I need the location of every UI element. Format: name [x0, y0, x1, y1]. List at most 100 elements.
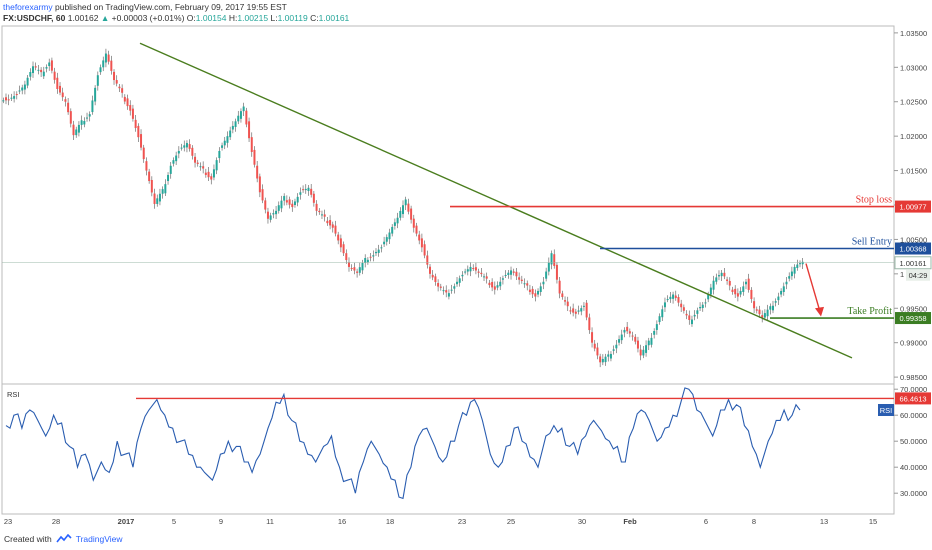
candle-body: [88, 114, 91, 117]
candle-body: [115, 80, 118, 84]
rsi-pane-title: RSI: [7, 390, 20, 399]
candle-body: [61, 92, 64, 98]
last-price-badge-label: 1.00161: [899, 259, 926, 268]
candle-body: [145, 161, 148, 171]
candle-body: [418, 234, 421, 241]
candle-body: [242, 106, 245, 112]
candle-body: [601, 358, 604, 363]
candle-body: [561, 293, 564, 298]
candle-body: [318, 210, 321, 213]
candle-body: [67, 102, 70, 113]
candle-body: [29, 72, 32, 77]
level-name: Sell Entry: [852, 237, 892, 248]
tradingview-link[interactable]: TradingView: [75, 534, 123, 544]
candle-body: [172, 160, 175, 164]
candle-body: [426, 255, 429, 265]
candle-body: [782, 286, 785, 292]
candle-body: [134, 119, 137, 129]
candle-body: [655, 324, 658, 330]
tradingview-logo-icon: [56, 534, 72, 543]
candle-body: [736, 293, 739, 297]
candle-body: [620, 334, 623, 341]
candle-body: [582, 305, 585, 307]
candle-body: [161, 189, 164, 194]
candle-body: [628, 331, 631, 334]
candle-body: [766, 309, 769, 317]
level-price-label: 1.00368: [899, 245, 926, 254]
candle-body: [358, 267, 361, 273]
candle-body: [442, 290, 445, 292]
candle-body: [771, 305, 774, 311]
candle-body: [164, 184, 167, 194]
candle-body: [320, 214, 323, 216]
candle-body: [402, 205, 404, 215]
countdown-label: 04:29: [909, 271, 928, 280]
candle-body: [374, 251, 377, 254]
candle-body: [210, 176, 213, 180]
candle-body: [623, 329, 626, 333]
time-tick-label: 30: [578, 517, 586, 526]
time-tick-label: 15: [869, 517, 877, 526]
candle-body: [53, 71, 56, 80]
change-value: +0.00003 (+0.01%): [111, 13, 185, 23]
close-label: C:: [310, 13, 319, 23]
candle-body: [591, 332, 594, 343]
candle-body: [231, 125, 234, 130]
symbol-label[interactable]: FX:USDCHF, 60: [3, 13, 66, 23]
candle-body: [199, 166, 202, 168]
candle-body: [731, 289, 734, 292]
candle-body: [399, 210, 402, 218]
candle-body: [75, 129, 78, 136]
candle-body: [269, 215, 272, 220]
candle-body: [121, 88, 124, 93]
low-label: L:: [270, 13, 278, 23]
candle-body: [642, 349, 645, 356]
candle-body: [7, 99, 10, 101]
candle-body: [604, 356, 607, 363]
candle-body: [672, 294, 675, 299]
candle-body: [615, 344, 618, 349]
author-link[interactable]: theforexarmy: [3, 2, 53, 12]
candle-body: [239, 111, 242, 119]
candle-body: [345, 253, 348, 261]
candle-body: [569, 310, 572, 312]
candle-body: [356, 271, 359, 273]
candle-body: [153, 193, 156, 204]
candle-body: [13, 96, 16, 99]
candle-body: [96, 75, 99, 86]
price-pane[interactable]: [1, 25, 895, 385]
candle-body: [304, 188, 307, 191]
candle-body: [510, 270, 513, 275]
countdown-badge: [906, 269, 930, 281]
candle-body: [188, 144, 191, 149]
candle-body: [793, 266, 796, 274]
candle-body: [266, 211, 269, 219]
rsi-pane[interactable]: [1, 383, 895, 515]
candle-body: [696, 310, 699, 314]
candle-body: [140, 134, 143, 148]
time-tick-label: 2017: [118, 517, 135, 526]
time-tick-label: 8: [752, 517, 756, 526]
candle-body: [761, 315, 764, 318]
candle-body: [72, 124, 75, 136]
candle-body: [104, 53, 107, 63]
last-price: 1.00162: [67, 13, 99, 23]
candle-body: [129, 105, 132, 111]
candle-body: [483, 276, 486, 278]
candle-body: [596, 347, 599, 356]
candle-body: [385, 237, 388, 242]
level-name: Stop loss: [856, 195, 893, 206]
candle-body: [542, 281, 545, 285]
candle-body: [758, 309, 761, 315]
candle-body: [553, 254, 556, 266]
candle-body: [437, 283, 440, 287]
candle-body: [790, 271, 793, 277]
candle-body: [537, 290, 540, 295]
candle-body: [755, 309, 758, 311]
candle-body: [769, 306, 772, 310]
time-tick-label: 23: [4, 517, 12, 526]
candle-body: [234, 121, 237, 127]
candle-body: [458, 278, 461, 283]
level-price-badge: [895, 242, 931, 255]
